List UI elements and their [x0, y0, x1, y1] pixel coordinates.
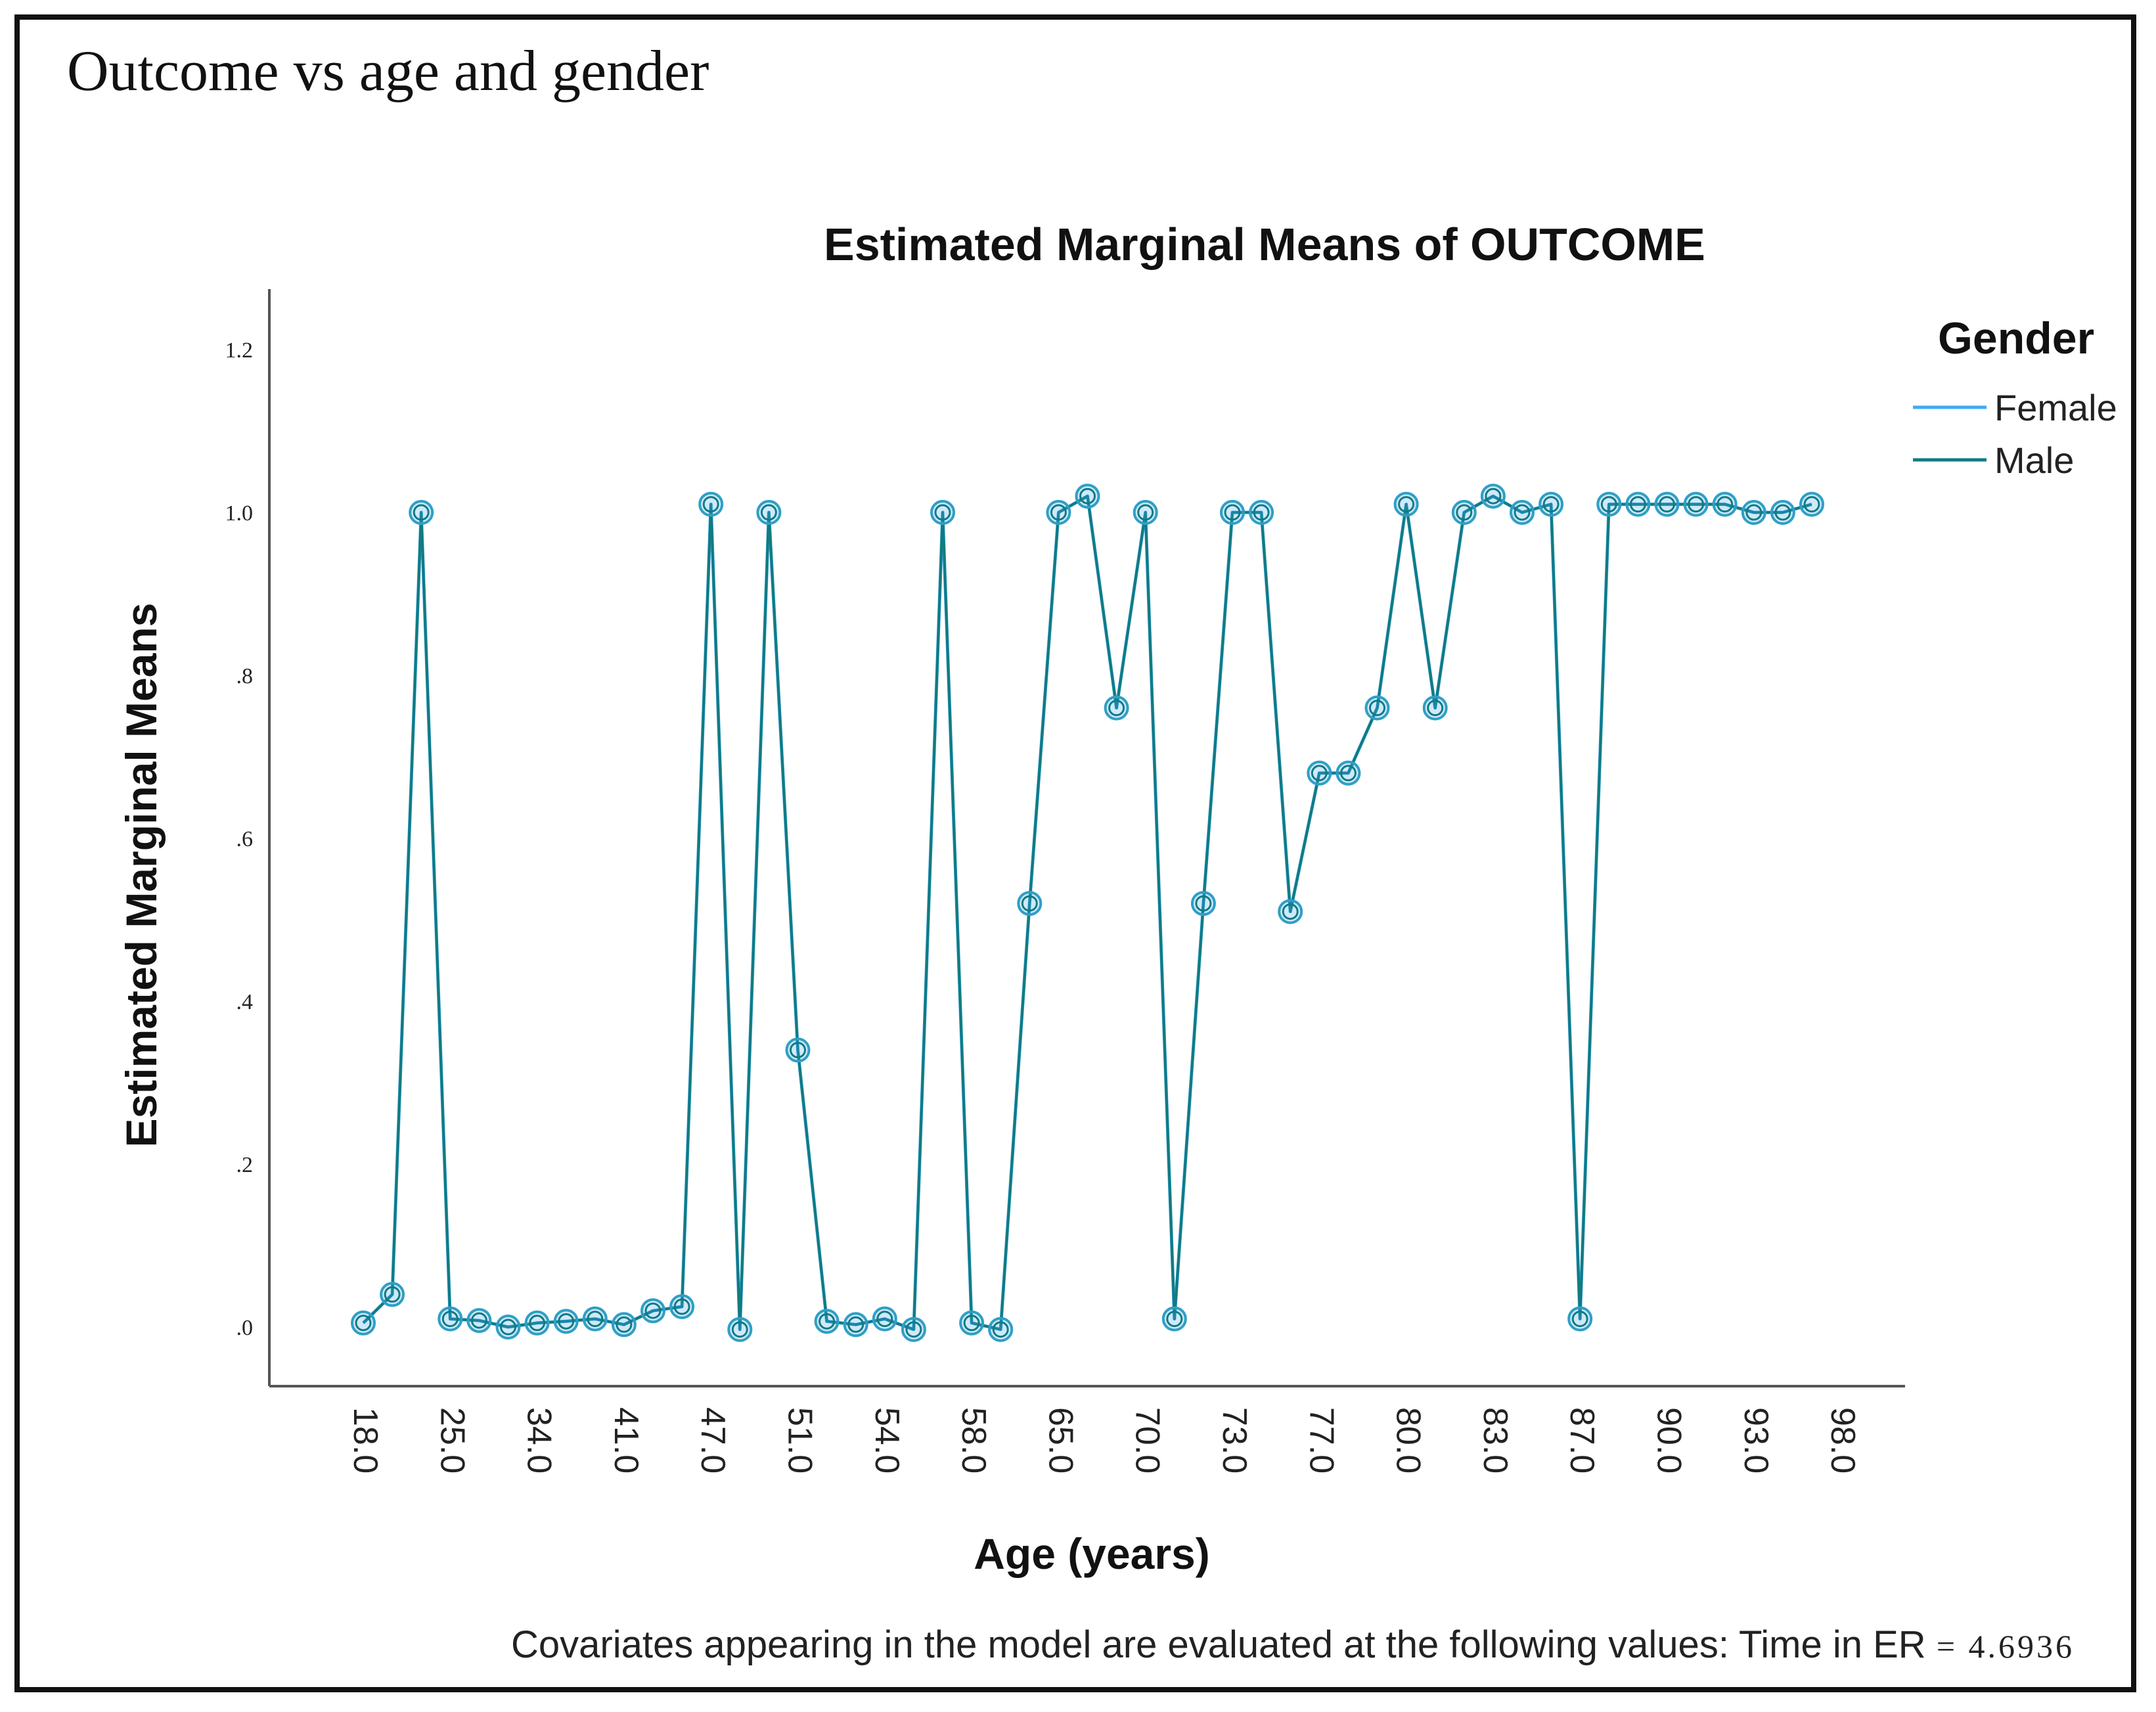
data-point — [1190, 891, 1216, 916]
data-point — [1510, 500, 1535, 525]
data-point — [669, 1294, 695, 1319]
legend-title: Gender — [1938, 313, 2094, 363]
data-point — [1133, 500, 1158, 525]
legend-label-female: Female — [1994, 387, 2117, 428]
y-tick-label: .8 — [236, 664, 254, 688]
x-tick-label: 34.0 — [520, 1407, 558, 1474]
data-point — [727, 1317, 753, 1342]
data-point — [756, 500, 782, 525]
x-axis-label: Age (years) — [974, 1529, 1210, 1578]
data-point — [582, 1306, 608, 1332]
footnote-text: Covariates appearing in the model are ev… — [511, 1623, 1926, 1666]
data-point — [1075, 484, 1100, 509]
data-point — [553, 1309, 579, 1334]
data-point — [1538, 491, 1564, 517]
data-point — [1567, 1306, 1593, 1332]
x-tick-label: 65.0 — [1041, 1407, 1079, 1474]
y-tick-label: 1.0 — [225, 501, 254, 526]
x-tick-label: 98.0 — [1824, 1407, 1862, 1474]
data-point — [438, 1306, 463, 1332]
data-point — [959, 1310, 985, 1336]
data-markers — [351, 484, 1824, 1342]
covariate-footnote: Covariates appearing in the model are ev… — [511, 1623, 2075, 1667]
x-tick-label: 87.0 — [1563, 1407, 1601, 1474]
data-point — [495, 1315, 521, 1340]
data-point — [1480, 484, 1506, 509]
x-tick-label: 90.0 — [1650, 1407, 1688, 1474]
series-line-male — [362, 495, 1812, 1331]
x-tick-label: 18.0 — [346, 1407, 384, 1474]
data-point — [409, 500, 434, 525]
data-point — [1161, 1306, 1187, 1332]
y-axis-ticks: .0 .2 .4 .6 .8 1.0 1.2 — [225, 338, 254, 1340]
data-point — [1249, 500, 1274, 525]
x-tick-label: 41.0 — [607, 1407, 645, 1474]
data-point — [1307, 760, 1332, 786]
x-tick-label: 70.0 — [1129, 1407, 1167, 1474]
data-point — [1220, 500, 1245, 525]
y-axis-label: Estimated Marginal Means — [117, 603, 166, 1148]
x-tick-label: 54.0 — [868, 1407, 906, 1474]
figure-heading: Outcome vs age and gender — [67, 39, 709, 103]
data-point — [1393, 491, 1419, 517]
data-point — [1451, 500, 1477, 525]
data-point — [1741, 500, 1766, 525]
data-point — [640, 1298, 665, 1324]
x-tick-label: 58.0 — [954, 1407, 993, 1474]
x-tick-label: 73.0 — [1215, 1407, 1253, 1474]
x-axis-ticks: 18.0 25.0 34.0 41.0 47.0 51.0 54.0 58.0 65.0 70.0… — [346, 1407, 1862, 1474]
data-point — [698, 491, 724, 517]
data-point — [380, 1282, 405, 1307]
data-point — [930, 500, 955, 525]
y-tick-label: .4 — [236, 990, 254, 1014]
x-tick-label: 47.0 — [694, 1407, 732, 1474]
data-point — [524, 1310, 550, 1336]
x-tick-label: 93.0 — [1737, 1407, 1775, 1474]
data-point — [466, 1308, 492, 1334]
x-tick-label: 80.0 — [1389, 1407, 1427, 1474]
data-point — [1046, 500, 1071, 525]
data-point — [1422, 695, 1448, 721]
legend-label-male: Male — [1994, 439, 2074, 481]
footnote-value: = 4.6936 — [1936, 1628, 2075, 1665]
data-point — [988, 1317, 1014, 1342]
data-point — [1104, 695, 1129, 721]
x-tick-label: 25.0 — [433, 1407, 471, 1474]
data-point — [1596, 491, 1622, 517]
data-point — [611, 1312, 637, 1338]
x-tick-label: 77.0 — [1302, 1407, 1340, 1474]
series-lines — [362, 494, 1812, 1332]
data-point — [814, 1309, 840, 1334]
chart-title: Estimated Marginal Means of OUTCOME — [824, 219, 1705, 270]
y-tick-label: 1.2 — [225, 338, 254, 363]
data-point — [901, 1317, 926, 1342]
data-point — [1654, 491, 1680, 517]
x-tick-label: 51.0 — [781, 1407, 819, 1474]
data-point — [843, 1312, 868, 1338]
y-tick-label: .6 — [236, 827, 254, 851]
data-point — [351, 1310, 376, 1336]
data-point — [1770, 500, 1795, 525]
data-point — [1364, 695, 1390, 721]
data-point — [1683, 491, 1709, 517]
data-point — [1712, 491, 1738, 517]
legend: Gender Female Male — [1913, 313, 2117, 481]
data-point — [1336, 760, 1361, 786]
data-point — [1278, 899, 1303, 924]
data-point — [1625, 491, 1651, 517]
data-point — [872, 1306, 897, 1332]
figure-frame — [14, 14, 2136, 1692]
x-tick-label: 83.0 — [1476, 1407, 1514, 1474]
data-point — [785, 1037, 811, 1063]
data-point — [1017, 891, 1043, 916]
data-point — [1799, 491, 1824, 517]
y-tick-label: .0 — [236, 1316, 254, 1340]
y-tick-label: .2 — [236, 1153, 254, 1177]
